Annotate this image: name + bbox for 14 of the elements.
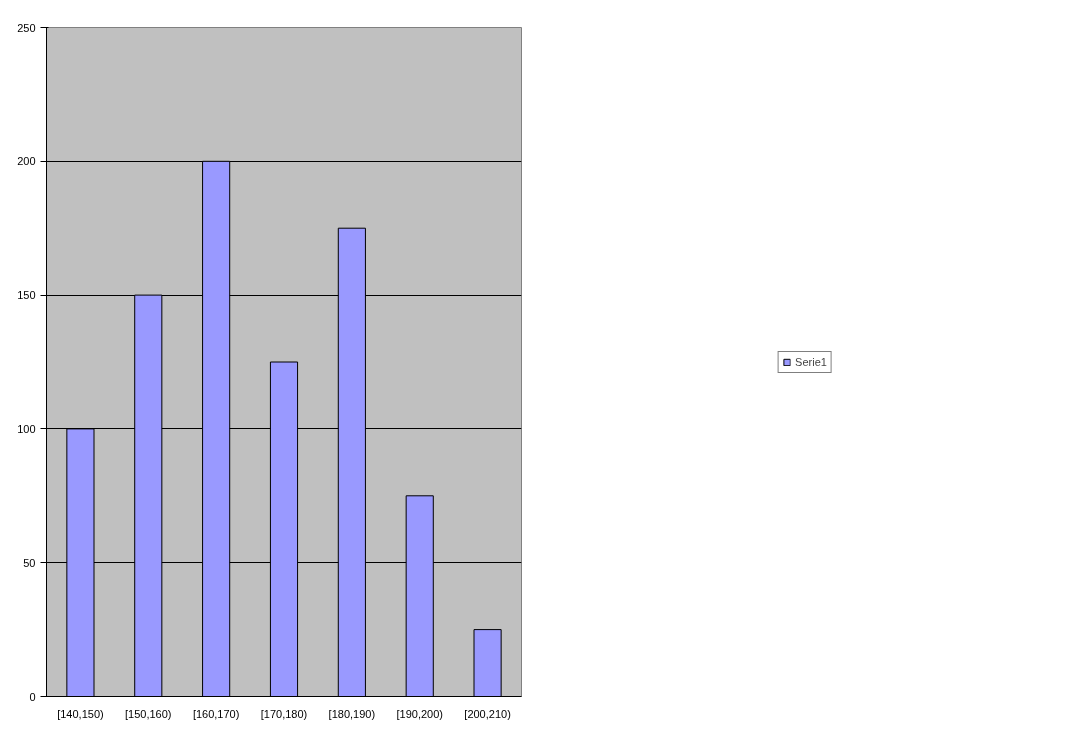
- y-tick-label: 50: [23, 556, 36, 569]
- x-tick-label: [170,180): [260, 707, 308, 720]
- x-tick-label: [200,210): [464, 707, 511, 720]
- x-tick-label: [140,150): [57, 707, 104, 720]
- x-tick-label: [160,170): [192, 707, 240, 720]
- y-tick-label: 150: [17, 289, 36, 302]
- x-tick-label: [150,160): [125, 707, 172, 720]
- x-tick-label: [190,200): [396, 707, 443, 720]
- y-tick-label: 250: [17, 21, 36, 34]
- x-tick-label: [180,190): [328, 707, 376, 720]
- y-tick-label: 100: [17, 422, 36, 435]
- y-tick-label: 0: [29, 690, 36, 703]
- y-tick-label: 200: [17, 155, 36, 168]
- legend-label: Serie1: [795, 355, 827, 368]
